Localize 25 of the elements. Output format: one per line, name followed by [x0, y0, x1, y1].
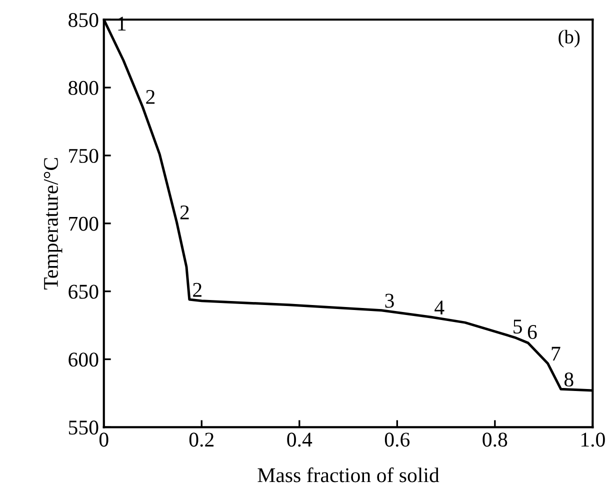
y-tick-label: 550 — [68, 420, 98, 435]
annotation: 2 — [146, 90, 155, 104]
annotation: 2 — [193, 282, 202, 297]
y-tick-label: 800 — [68, 80, 98, 95]
y-tick-label: 650 — [68, 284, 98, 299]
x-tick-label: 0.4 — [287, 432, 312, 447]
y-tick-label: 600 — [68, 352, 98, 367]
x-tick-label: 0 — [99, 432, 108, 447]
x-tick-label: 0.8 — [482, 432, 508, 447]
y-tick-label: 750 — [69, 148, 98, 163]
annotation: 5 — [514, 320, 522, 334]
y-tick-label: 700 — [69, 216, 98, 231]
annotation: 3 — [385, 294, 394, 308]
annotation: 7 — [552, 346, 560, 361]
x-tick-label: 1.0 — [581, 432, 605, 447]
y-axis-title: Temperature/°C — [44, 158, 62, 290]
x-axis-title: Mass fraction of solid — [258, 467, 440, 482]
x-tick-label: 0.2 — [189, 432, 214, 447]
annotation: 8 — [564, 372, 574, 387]
annotation: 4 — [434, 300, 444, 314]
annotation: 2 — [180, 205, 189, 220]
y-tick-label: 850 — [68, 13, 98, 28]
x-tick-label: 0.6 — [384, 432, 410, 447]
annotation: 6 — [528, 325, 537, 340]
annotation: (b) — [558, 30, 580, 48]
